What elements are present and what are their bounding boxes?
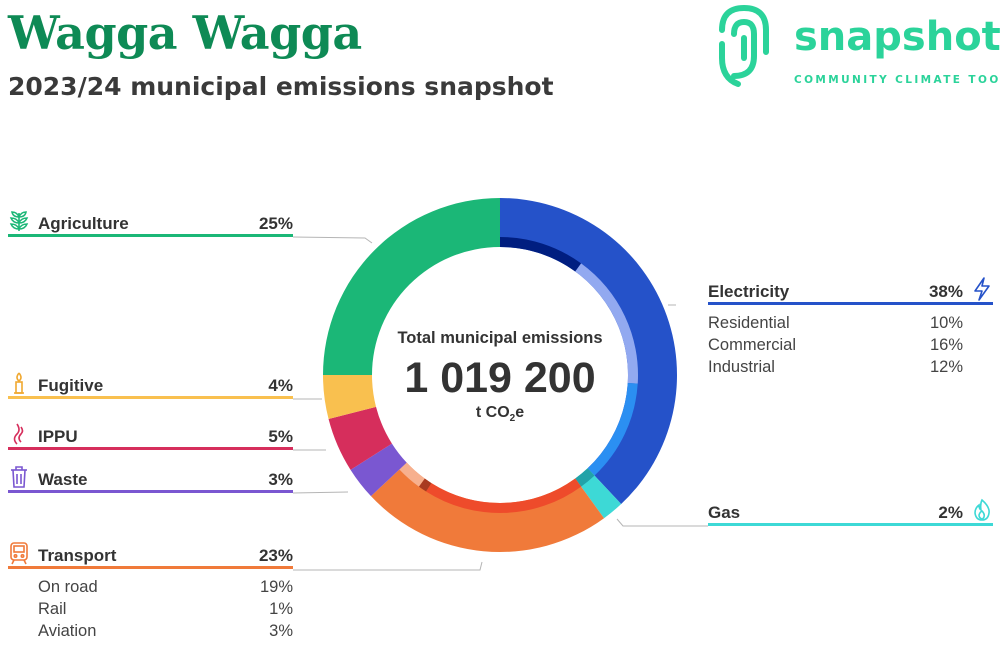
legend-percent: 5% — [268, 427, 293, 446]
fingerprint-logo-icon — [719, 4, 769, 87]
snapshot-logo: snapshot COMMUNITY CLIMATE TOOL — [712, 0, 1000, 92]
legend-percent: 38% — [928, 282, 963, 301]
donut-subsegment-electricity-residential — [500, 237, 582, 272]
legend-label: Transport — [38, 546, 117, 565]
sub-label: Rail — [38, 600, 67, 618]
sub-percent: 3% — [269, 622, 293, 640]
donut-ring — [323, 198, 678, 552]
legend-label: Fugitive — [38, 376, 104, 395]
legend-percent: 25% — [258, 214, 293, 233]
sub-percent: 10% — [929, 314, 963, 332]
legend-percent: 3% — [268, 470, 293, 489]
legend-electricity-residential: Residential 10% — [708, 311, 993, 333]
legend-transport-rail: Rail 1% — [8, 597, 293, 619]
legend-percent: 23% — [258, 546, 293, 565]
legend-transport-on-road: On road 19% — [8, 575, 293, 597]
sub-label: Aviation — [38, 622, 97, 640]
legend-transport-aviation: Aviation 3% — [8, 619, 293, 641]
legend-waste-header: Waste 3% — [8, 466, 293, 493]
page-title: Wagga Wagga — [8, 6, 362, 60]
page-subtitle: 2023/24 municipal emissions snapshot — [8, 72, 554, 101]
legend-gas: Gas 2% — [708, 498, 993, 526]
legend-electricity: Electricity 38% Residential 10% Commerci… — [708, 277, 993, 377]
logo-wordmark: snapshot — [794, 14, 1000, 60]
legend-fugitive: Fugitive 4% — [8, 372, 293, 399]
lightning-icon — [974, 277, 990, 301]
legend-label: Electricity — [708, 282, 790, 301]
plant-icon — [9, 211, 29, 231]
leader-line-gas — [616, 518, 708, 527]
sub-label: Commercial — [708, 336, 797, 354]
leader-line-waste — [292, 491, 349, 494]
sub-label: Industrial — [708, 358, 775, 376]
donut-subsegment-transport-aviation — [399, 462, 425, 487]
logo-tagline: COMMUNITY CLIMATE TOOL — [794, 74, 1000, 86]
sub-percent: 1% — [269, 600, 293, 618]
sub-percent: 16% — [929, 336, 963, 354]
total-emissions-label: Total municipal emissions — [397, 329, 603, 347]
leader-line-transport — [293, 561, 483, 571]
donut-subsegment-electricity-commercial — [575, 263, 638, 384]
donut-subsegment-electricity-industrial — [587, 383, 638, 476]
legend-label: Agriculture — [38, 214, 129, 233]
legend-agriculture-header: Agriculture 25% — [8, 211, 293, 237]
total-emissions-unit: t CO2e — [475, 404, 525, 425]
donut-segment-agriculture — [323, 198, 500, 375]
sub-percent: 19% — [259, 578, 293, 596]
leader-lines — [292, 236, 708, 571]
train-icon — [10, 542, 28, 565]
legend-electricity-industrial: Industrial 12% — [708, 355, 993, 377]
leader-line-agriculture — [292, 236, 373, 244]
legend-label: Gas — [708, 503, 741, 522]
legend-ippu: IPPU 5% — [8, 423, 293, 450]
donut-subsegment-transport-on-road — [426, 478, 582, 513]
sub-percent: 12% — [929, 358, 963, 376]
smoke-icon — [13, 423, 24, 445]
legend-fugitive-header: Fugitive 4% — [8, 372, 293, 399]
legend-label: IPPU — [38, 427, 78, 446]
bin-icon — [11, 466, 27, 488]
sub-label: Residential — [708, 314, 790, 332]
legend-electricity-commercial: Commercial 16% — [708, 333, 993, 355]
sub-label: On road — [38, 578, 98, 596]
donut-segment-ippu — [328, 406, 392, 470]
total-emissions-value: 1 019 200 — [404, 354, 596, 402]
legend-agriculture: Agriculture 25% — [8, 211, 293, 237]
donut-segment-electricity — [500, 198, 678, 505]
donut-segment-fugitive — [323, 375, 377, 420]
donut-subsegment-transport-rail — [418, 478, 432, 492]
legend-percent: 4% — [268, 376, 293, 395]
legend-ippu-header: IPPU 5% — [8, 423, 293, 450]
legend-gas-header: Gas 2% — [708, 498, 993, 526]
flame-icon — [974, 498, 990, 521]
flare-icon — [14, 372, 24, 394]
legend-waste: Waste 3% — [8, 466, 293, 493]
legend-percent: 2% — [938, 503, 963, 522]
legend-transport-header: Transport 23% — [8, 542, 293, 569]
donut-subsegment-gas-0 — [575, 468, 595, 487]
legend-transport: Transport 23% On road 19% Rail 1% Aviati… — [8, 542, 293, 641]
donut-segment-waste — [350, 443, 407, 497]
legend-electricity-header: Electricity 38% — [708, 277, 993, 305]
legend-label: Waste — [38, 470, 88, 489]
